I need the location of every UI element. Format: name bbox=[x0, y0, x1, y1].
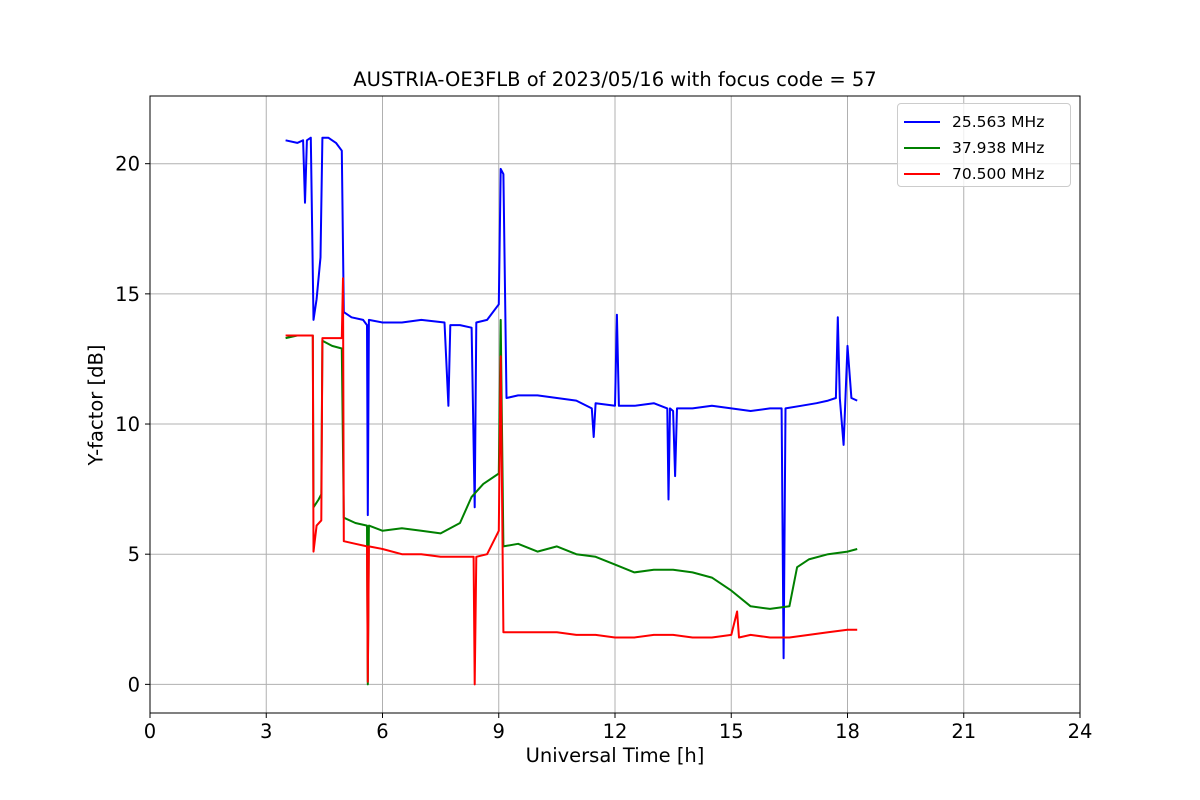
x-tick-label-2: 6 bbox=[376, 720, 388, 743]
y-tick-label-3: 15 bbox=[115, 283, 140, 306]
x-axis-label: Universal Time [h] bbox=[525, 744, 705, 767]
y-tick-label-1: 5 bbox=[128, 543, 140, 566]
x-tick-label-7: 21 bbox=[951, 720, 976, 743]
legend-swatch-series-3 bbox=[904, 173, 940, 175]
x-tick-label-6: 18 bbox=[835, 720, 860, 743]
y-axis-label: Y-factor [dB] bbox=[84, 344, 108, 466]
legend-item-series-3: 70.500 MHz bbox=[904, 164, 1069, 184]
legend-item-series-2: 37.938 MHz bbox=[904, 138, 1069, 158]
legend-swatch-series-2 bbox=[904, 147, 940, 149]
legend-swatch-series-1 bbox=[904, 121, 940, 123]
legend: 25.563 MHz 37.938 MHz 70.500 MHz bbox=[897, 103, 1071, 187]
legend-label-series-2: 37.938 MHz bbox=[952, 139, 1045, 157]
y-tick-label-2: 10 bbox=[115, 413, 140, 436]
x-tick-label-3: 9 bbox=[493, 720, 505, 743]
x-tick-label-0: 0 bbox=[144, 720, 156, 743]
legend-label-series-1: 25.563 MHz bbox=[952, 113, 1045, 131]
series-line-3 bbox=[285, 277, 858, 686]
y-tick-label-0: 0 bbox=[128, 673, 140, 696]
x-tick-label-5: 15 bbox=[719, 720, 744, 743]
x-tick-label-1: 3 bbox=[260, 720, 272, 743]
x-tick-label-4: 12 bbox=[603, 720, 628, 743]
series-line-2 bbox=[285, 318, 858, 686]
y-tick-label-4: 20 bbox=[115, 153, 140, 176]
x-tick-label-8: 24 bbox=[1068, 720, 1093, 743]
series-line-1 bbox=[285, 136, 858, 660]
chart-title: AUSTRIA-OE3FLB of 2023/05/16 with focus … bbox=[353, 68, 877, 91]
legend-label-series-3: 70.500 MHz bbox=[952, 165, 1045, 183]
legend-item-series-1: 25.563 MHz bbox=[904, 112, 1069, 132]
